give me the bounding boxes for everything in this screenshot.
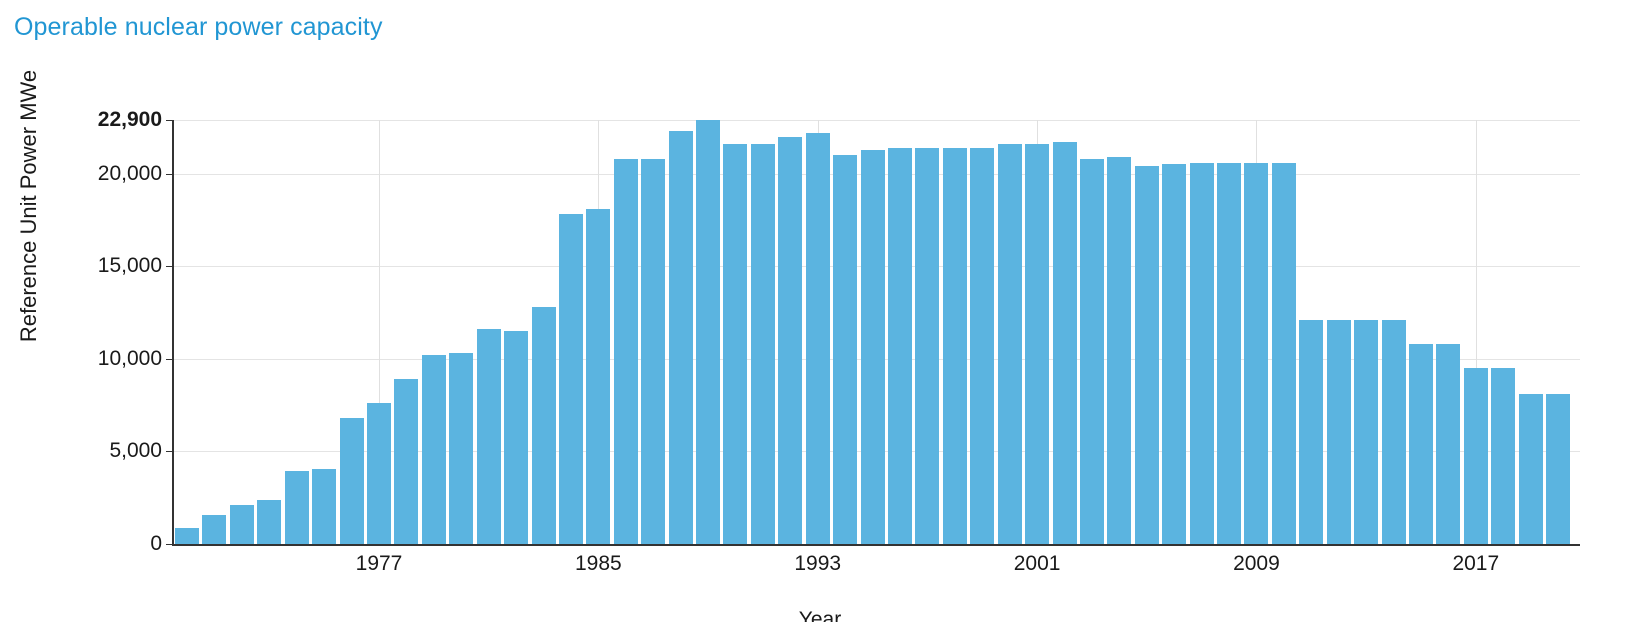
bar[interactable]	[1354, 319, 1379, 544]
bar[interactable]	[531, 307, 556, 544]
bar[interactable]	[750, 144, 775, 544]
bar[interactable]	[887, 147, 912, 544]
bar[interactable]	[997, 144, 1022, 544]
bar[interactable]	[449, 353, 474, 544]
y-tick-mark-22900	[166, 120, 174, 121]
x-tick-label-2017: 2017	[1452, 552, 1500, 575]
bar[interactable]	[202, 515, 227, 544]
y-tick-mark-15000	[166, 266, 174, 268]
y-tick-label-22900: 22,900	[97, 108, 162, 131]
bar[interactable]	[1381, 319, 1406, 544]
bar[interactable]	[175, 527, 200, 544]
plot-area	[174, 120, 1580, 544]
y-tick-mark-5000	[166, 451, 174, 453]
y-tick-mark-10000	[166, 358, 174, 360]
bar[interactable]	[1107, 157, 1132, 544]
bar[interactable]	[833, 155, 858, 544]
x-tick-label-2001: 2001	[1013, 552, 1061, 575]
gridline-y-22900	[174, 120, 1580, 121]
bar[interactable]	[1546, 394, 1571, 544]
bar[interactable]	[421, 355, 446, 544]
bar[interactable]	[942, 147, 967, 544]
x-tick-label-2009: 2009	[1233, 552, 1280, 575]
bar[interactable]	[1134, 166, 1159, 544]
y-tick-mark-0	[166, 544, 174, 545]
bar[interactable]	[586, 208, 611, 544]
bar[interactable]	[312, 469, 337, 544]
bar[interactable]	[805, 132, 830, 544]
bar[interactable]	[1271, 162, 1296, 544]
y-axis-line	[172, 120, 174, 546]
bar[interactable]	[641, 158, 666, 544]
bar[interactable]	[1518, 394, 1543, 544]
bar[interactable]	[476, 329, 501, 544]
bar[interactable]	[394, 379, 419, 544]
bar[interactable]	[257, 499, 282, 544]
x-tick-label-1993: 1993	[794, 552, 842, 575]
bar[interactable]	[1079, 158, 1104, 544]
bar[interactable]	[778, 136, 803, 544]
x-axis-title: Year	[798, 608, 842, 622]
bar[interactable]	[668, 131, 693, 544]
y-tick-label-5000: 5,000	[109, 439, 162, 463]
bar[interactable]	[1189, 162, 1214, 544]
x-tick-label-1977: 1977	[355, 552, 403, 575]
y-tick-label-20000: 20,000	[97, 161, 162, 185]
page-title: Operable nuclear power capacity	[14, 13, 383, 41]
bar[interactable]	[1052, 142, 1077, 544]
bar[interactable]	[367, 403, 391, 544]
bar[interactable]	[1491, 368, 1516, 544]
bar[interactable]	[1326, 319, 1351, 544]
bar[interactable]	[1025, 144, 1050, 544]
y-axis-tick-labels: 0 5,000 10,000 15,000 20,000 22,900	[0, 0, 162, 622]
bar[interactable]	[504, 331, 529, 544]
gridline-x-1977	[379, 120, 380, 544]
y-tick-label-15000: 15,000	[97, 254, 162, 278]
y-tick-label-0: 0	[150, 532, 162, 555]
x-axis-line	[174, 544, 1580, 546]
y-tick-mark-20000	[166, 173, 174, 175]
bar[interactable]	[1463, 368, 1488, 544]
y-tick-label-10000: 10,000	[97, 346, 162, 370]
bar[interactable]	[970, 147, 995, 544]
bar[interactable]	[1299, 319, 1324, 544]
bar[interactable]	[723, 144, 748, 544]
bar[interactable]	[339, 418, 364, 544]
bar[interactable]	[1408, 344, 1433, 544]
bar[interactable]	[1217, 162, 1242, 544]
bar[interactable]	[860, 149, 885, 544]
bar[interactable]	[558, 214, 583, 544]
bar[interactable]	[1162, 164, 1187, 544]
gridline-x-2017	[1475, 120, 1477, 544]
x-tick-label-1985: 1985	[575, 552, 622, 575]
bar[interactable]	[696, 120, 721, 544]
bar[interactable]	[915, 147, 940, 544]
bar[interactable]	[1436, 344, 1461, 544]
bar[interactable]	[1244, 162, 1269, 544]
bar-series	[174, 120, 1580, 544]
bar[interactable]	[284, 470, 309, 544]
bar[interactable]	[229, 504, 254, 544]
bar[interactable]	[613, 158, 638, 544]
